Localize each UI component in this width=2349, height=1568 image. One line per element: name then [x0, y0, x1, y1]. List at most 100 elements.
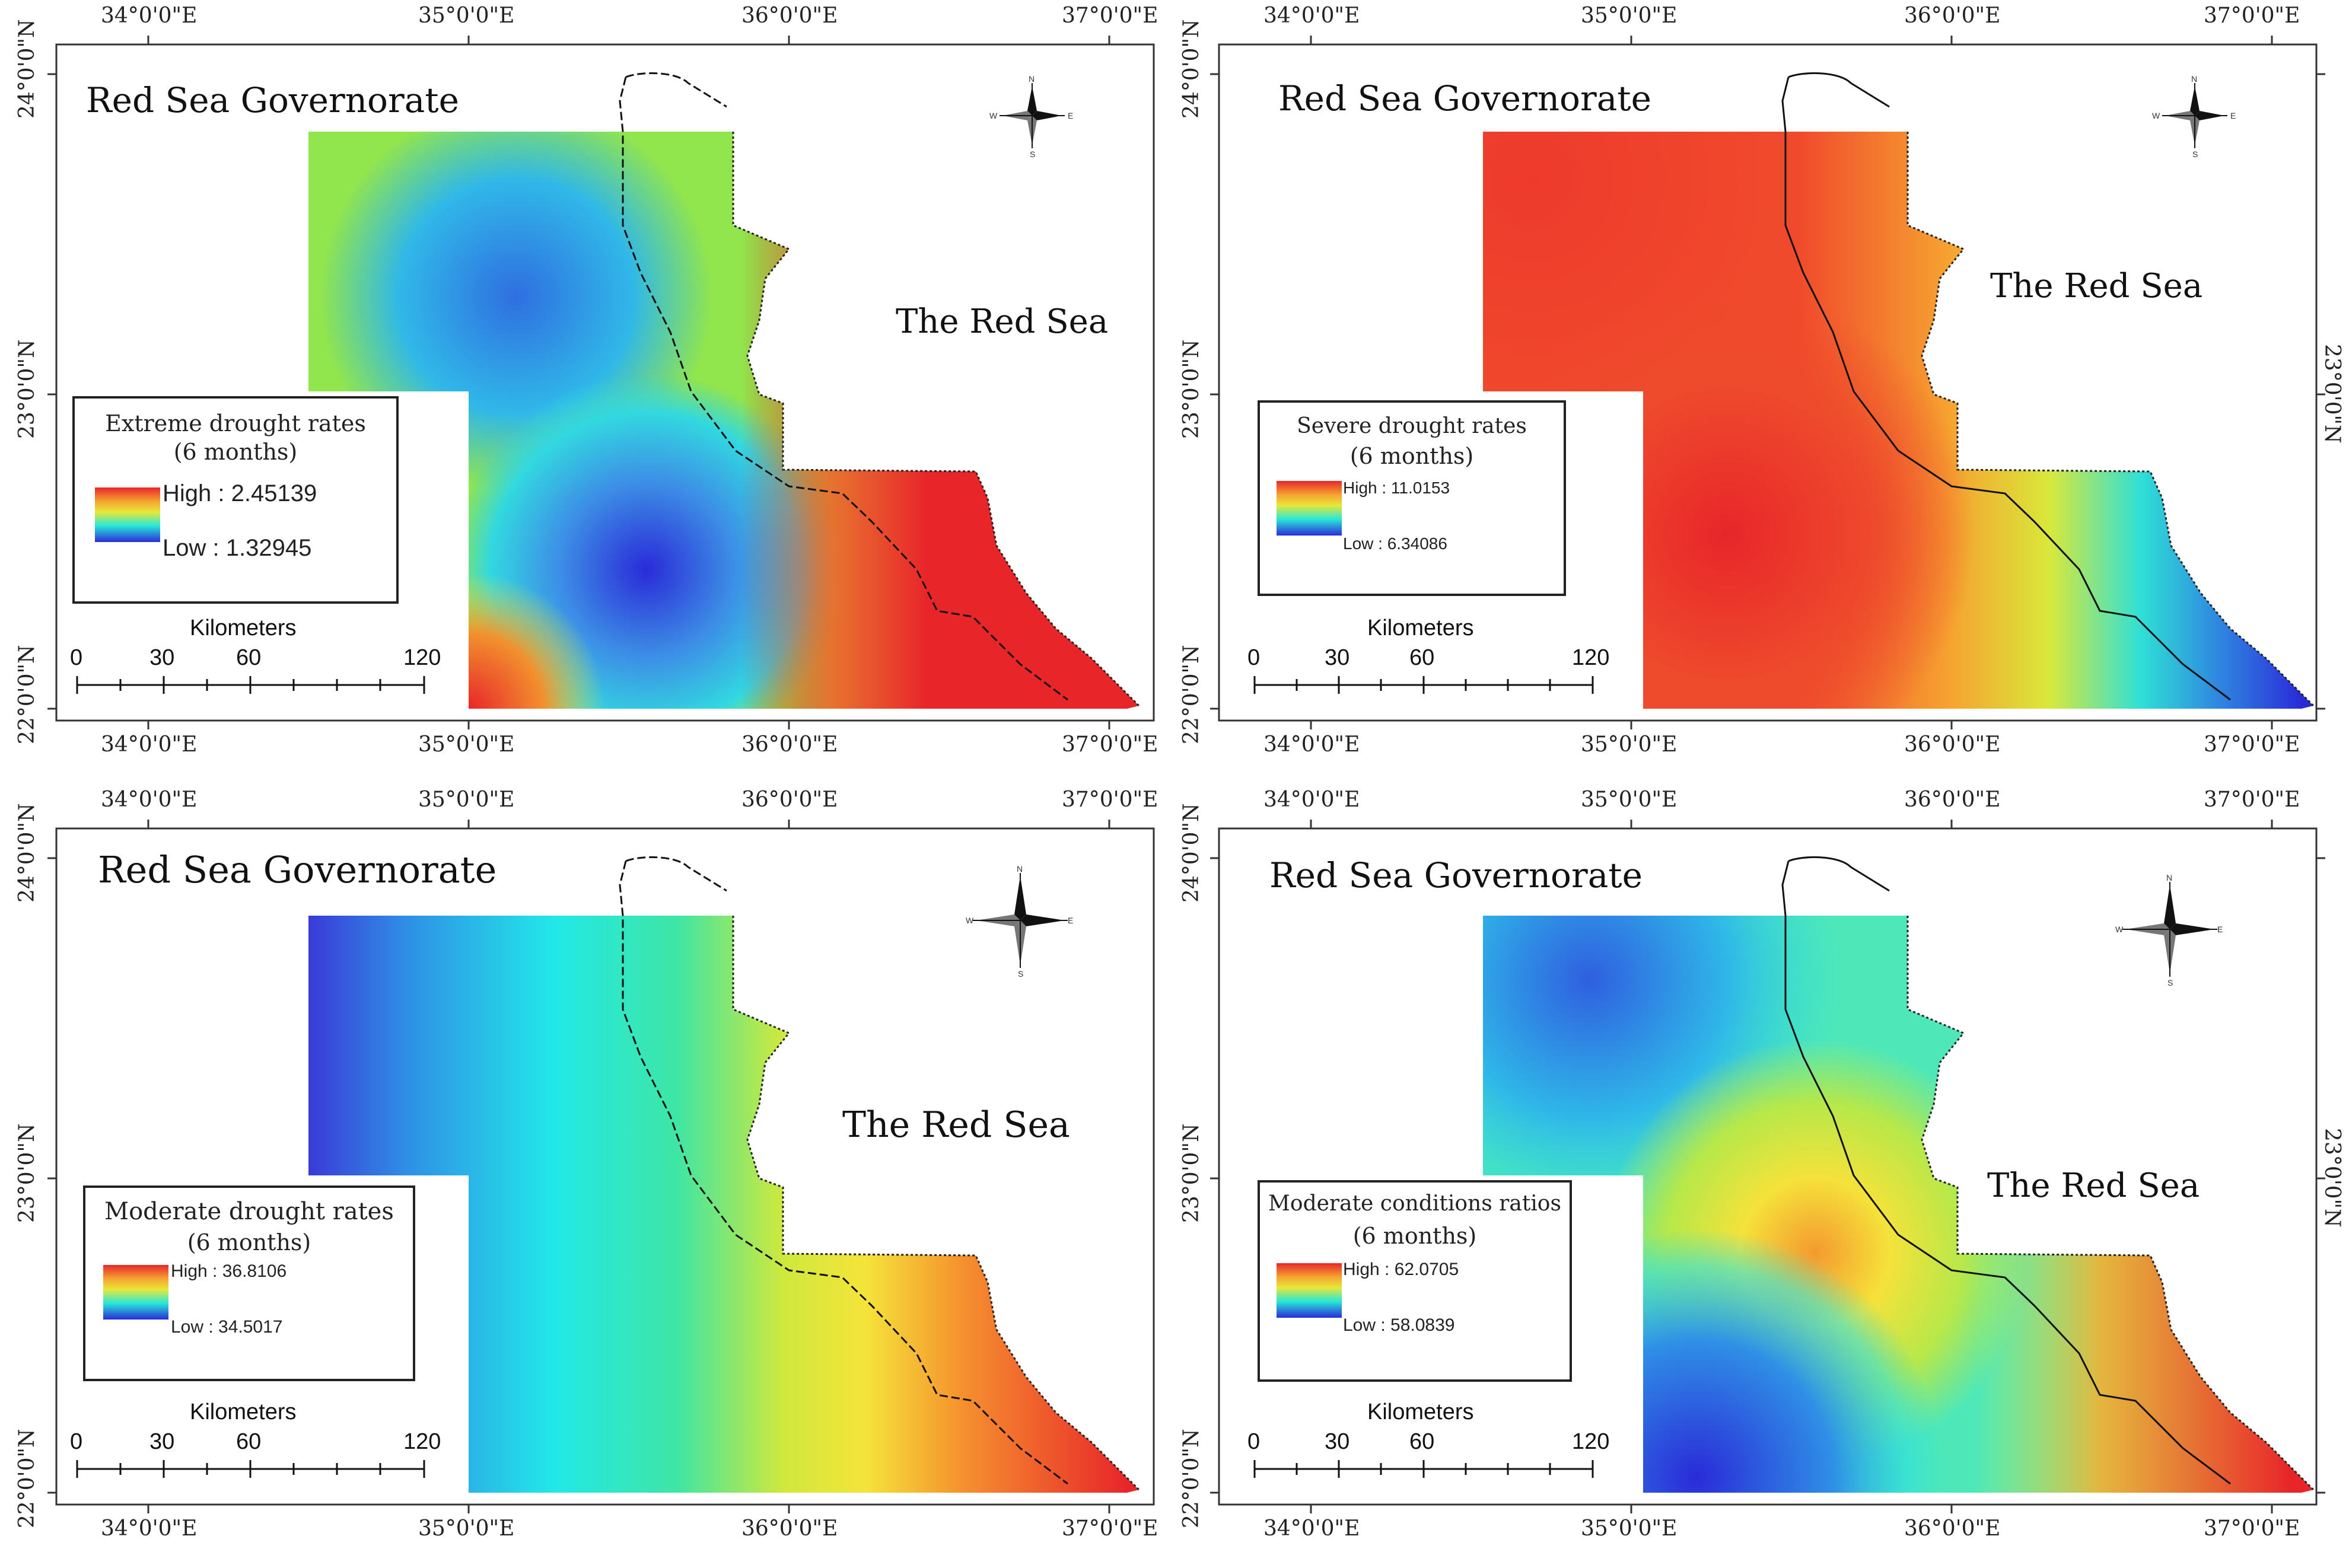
compass-s-label: S	[1018, 969, 1024, 979]
color-ramp	[1277, 481, 1342, 536]
lon-label: 35°0'0"E	[1581, 788, 1678, 812]
lon-label: 35°0'0"E	[418, 788, 515, 812]
scale-tick: 120	[403, 1429, 441, 1454]
compass-icon	[2122, 882, 2217, 977]
lon-label: 36°0'0"E	[741, 4, 838, 28]
scale-tick: 30	[149, 645, 175, 670]
scale-tick: 120	[1572, 645, 1610, 670]
lon-label: 36°0'0"E	[1904, 4, 2001, 28]
compass-e-label: E	[2217, 925, 2223, 934]
legend-box: Extreme drought rates (6 months) High : …	[72, 396, 399, 604]
lon-label: 35°0'0"E	[1581, 4, 1678, 28]
lat-label: 22°0'0"N	[15, 645, 39, 744]
scale-title: Kilometers	[190, 1400, 297, 1424]
legend-box: Moderate conditions ratios (6 months) Hi…	[1258, 1180, 1572, 1382]
sea-label: The Red Sea	[1987, 1167, 2200, 1205]
lat-label: 23°0'0"N	[2320, 1128, 2344, 1228]
scale-tick: 120	[1572, 1429, 1610, 1454]
governorate-label: Red Sea Governorate	[86, 80, 459, 120]
scale-tick: 60	[1409, 1429, 1435, 1454]
lon-label: 36°0'0"E	[741, 1516, 838, 1541]
legend-low: Low : 58.0839	[1343, 1315, 1455, 1335]
scale-bar	[76, 1460, 425, 1478]
compass-s-label: S	[1030, 149, 1036, 159]
legend-high: High : 11.0153	[1343, 479, 1450, 497]
compass-e-label: E	[1068, 111, 1074, 120]
map-panel-moderate-conditions: 34°0'0"E 35°0'0"E 36°0'0"E 37°0'0"E 34°0…	[1174, 784, 2349, 1568]
compass-w-label: W	[989, 111, 998, 120]
scale-tick: 60	[236, 645, 262, 670]
compass-s-label: S	[2167, 978, 2173, 987]
scale-title: Kilometers	[1367, 1400, 1474, 1424]
lon-label: 37°0'0"E	[1062, 788, 1158, 812]
lon-label: 34°0'0"E	[101, 1516, 198, 1541]
scale-bar	[76, 676, 425, 694]
legend-low: Low : 6.34086	[1343, 534, 1447, 553]
legend-high: High : 36.8106	[171, 1261, 287, 1281]
scale-tick: 30	[1325, 645, 1350, 670]
legend-low: Low : 1.32945	[163, 535, 312, 561]
map-canvas	[47, 36, 1155, 729]
lon-label: 36°0'0"E	[1904, 732, 2001, 757]
lon-label: 34°0'0"E	[101, 4, 198, 28]
legend-title: Moderate conditions ratios	[1268, 1191, 1561, 1216]
legend-box: Moderate drought rates (6 months) High :…	[83, 1185, 415, 1381]
lon-label: 34°0'0"E	[1263, 4, 1360, 28]
scale-title: Kilometers	[1367, 616, 1474, 640]
sea-label: The Red Sea	[896, 302, 1109, 341]
lon-label: 34°0'0"E	[1263, 788, 1360, 812]
compass-w-label: W	[2152, 111, 2160, 120]
scale-tick: 60	[1409, 645, 1435, 670]
legend-high: High : 2.45139	[163, 480, 317, 506]
lon-label: 35°0'0"E	[1581, 732, 1678, 757]
scale-tick: 0	[70, 645, 83, 670]
compass-n-label: N	[1017, 864, 1023, 874]
governorate-label: Red Sea Governorate	[1269, 855, 1643, 895]
lat-label: 24°0'0"N	[15, 803, 39, 903]
scale-tick: 120	[403, 645, 441, 670]
map-canvas	[1210, 36, 2325, 729]
legend-period: (6 months)	[1349, 443, 1474, 469]
scale-tick: 30	[149, 1429, 175, 1454]
lat-label: 23°0'0"N	[1179, 339, 1204, 439]
lon-label: 36°0'0"E	[741, 732, 838, 757]
legend-title: Severe drought rates	[1297, 414, 1527, 438]
legend-title: Extreme drought rates	[105, 410, 366, 436]
lon-label: 37°0'0"E	[2204, 4, 2300, 28]
compass-n-label: N	[2191, 74, 2198, 84]
lon-label: 37°0'0"E	[2204, 788, 2300, 812]
scale-tick: 60	[236, 1429, 262, 1454]
lon-label: 35°0'0"E	[1581, 1516, 1678, 1541]
lon-label: 36°0'0"E	[741, 788, 838, 812]
lon-label: 37°0'0"E	[1062, 732, 1158, 757]
compass-n-label: N	[1029, 74, 1035, 84]
scale-bar	[1253, 1460, 1594, 1478]
scale-tick: 0	[1247, 645, 1261, 670]
compass-w-label: W	[966, 916, 974, 925]
compass-icon	[2162, 83, 2227, 148]
lon-label: 34°0'0"E	[101, 732, 198, 757]
lon-label: 35°0'0"E	[418, 1516, 515, 1541]
lat-label: 22°0'0"N	[1179, 645, 1204, 744]
lat-label: 23°0'0"N	[15, 339, 39, 439]
color-ramp	[1277, 1263, 1342, 1318]
lon-label: 36°0'0"E	[1904, 1516, 2001, 1541]
scale-bar	[1253, 676, 1594, 694]
compass-n-label: N	[2166, 873, 2173, 882]
map-panel-moderate: 34°0'0"E 35°0'0"E 36°0'0"E 37°0'0"E 34°0…	[0, 784, 1174, 1568]
sea-label: The Red Sea	[1990, 267, 2203, 305]
lat-label: 24°0'0"N	[1179, 19, 1204, 119]
lat-label: 24°0'0"N	[1179, 803, 1204, 903]
lon-label: 37°0'0"E	[1062, 1516, 1158, 1541]
legend-title: Moderate drought rates	[104, 1198, 394, 1225]
compass-w-label: W	[2115, 925, 2124, 934]
legend-high: High : 62.0705	[1343, 1260, 1459, 1279]
compass-icon	[1000, 83, 1065, 148]
lat-label: 22°0'0"N	[15, 1429, 39, 1528]
lon-label: 37°0'0"E	[1062, 4, 1158, 28]
scale-title: Kilometers	[190, 616, 297, 640]
governorate-label: Red Sea Governorate	[1278, 78, 1651, 119]
lon-label: 37°0'0"E	[2204, 1516, 2300, 1541]
lon-label: 34°0'0"E	[1263, 732, 1360, 757]
sea-label: The Red Sea	[842, 1104, 1070, 1146]
